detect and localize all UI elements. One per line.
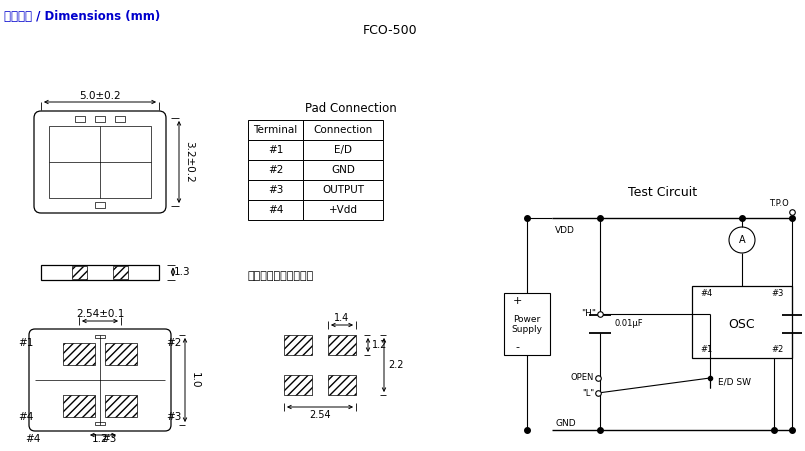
Bar <box>105 343 137 365</box>
Text: "L": "L" <box>582 388 594 397</box>
Text: #3: #3 <box>101 434 117 444</box>
Text: 1.2: 1.2 <box>372 340 387 350</box>
Bar <box>63 343 95 365</box>
Text: 1.3: 1.3 <box>174 267 190 277</box>
Text: Pad Connection: Pad Connection <box>305 102 397 115</box>
Text: 5.0±0.2: 5.0±0.2 <box>79 91 121 101</box>
Text: 0.01µF: 0.01µF <box>614 319 642 328</box>
Bar <box>95 335 105 338</box>
Text: #3: #3 <box>772 290 784 299</box>
Text: #4: #4 <box>25 434 41 444</box>
Text: #4: #4 <box>268 205 283 215</box>
Text: OUTPUT: OUTPUT <box>322 185 364 195</box>
Bar <box>248 200 303 220</box>
FancyBboxPatch shape <box>34 111 166 213</box>
Bar <box>75 116 85 122</box>
Text: #3: #3 <box>167 412 182 422</box>
Bar <box>49 126 151 198</box>
Text: #2: #2 <box>167 338 182 348</box>
Text: +: + <box>512 296 522 306</box>
Text: GND: GND <box>331 165 355 175</box>
Bar <box>41 264 159 280</box>
Text: 2.54: 2.54 <box>309 410 331 420</box>
Text: 1.4: 1.4 <box>334 313 349 323</box>
Bar <box>248 120 303 140</box>
Text: 2.2: 2.2 <box>388 360 403 370</box>
Bar <box>692 286 792 358</box>
Bar <box>72 266 87 279</box>
Text: OSC: OSC <box>729 318 755 331</box>
Bar <box>63 395 95 417</box>
Text: -: - <box>515 342 519 352</box>
Bar <box>303 180 383 200</box>
FancyBboxPatch shape <box>29 329 171 431</box>
Bar <box>105 395 137 417</box>
Bar <box>303 120 383 140</box>
Bar <box>328 375 356 395</box>
Text: T.P.O: T.P.O <box>770 198 789 207</box>
Text: A: A <box>739 235 745 245</box>
Text: #2: #2 <box>772 345 784 354</box>
Bar <box>113 266 128 279</box>
Text: #1: #1 <box>700 345 712 354</box>
Text: 1.2: 1.2 <box>92 434 109 444</box>
Text: #3: #3 <box>268 185 283 195</box>
Bar <box>303 200 383 220</box>
Bar <box>248 180 303 200</box>
Text: Supply: Supply <box>511 326 543 335</box>
Bar <box>95 422 105 425</box>
Text: 3.2±0.2: 3.2±0.2 <box>184 141 194 183</box>
Bar <box>303 160 383 180</box>
Text: +Vdd: +Vdd <box>328 205 357 215</box>
Text: Test Circuit: Test Circuit <box>629 187 698 199</box>
Text: OPEN: OPEN <box>571 373 594 382</box>
Text: 2.54±0.1: 2.54±0.1 <box>76 309 124 319</box>
Text: Connection: Connection <box>313 125 373 135</box>
Text: FCO-500: FCO-500 <box>363 23 417 37</box>
Text: GND: GND <box>555 419 576 428</box>
Bar <box>303 140 383 160</box>
Text: #4: #4 <box>700 290 712 299</box>
Text: 参考ランドパターン図: 参考ランドパターン図 <box>247 271 313 281</box>
Bar <box>248 160 303 180</box>
Text: #1: #1 <box>268 145 283 155</box>
Text: Terminal: Terminal <box>254 125 298 135</box>
Bar <box>284 335 312 355</box>
Text: #1: #1 <box>19 338 34 348</box>
Bar <box>284 375 312 395</box>
Bar <box>115 116 125 122</box>
Bar <box>504 293 550 355</box>
Text: E/D: E/D <box>334 145 352 155</box>
Text: "H": "H" <box>581 309 596 318</box>
Bar <box>95 116 105 122</box>
Text: #4: #4 <box>19 412 34 422</box>
Text: E/D SW: E/D SW <box>718 377 751 387</box>
Bar <box>328 335 356 355</box>
Text: Power: Power <box>514 314 541 323</box>
Text: 1.0: 1.0 <box>190 372 200 388</box>
Text: #2: #2 <box>268 165 283 175</box>
Bar <box>248 140 303 160</box>
Bar <box>95 202 105 208</box>
Text: 外形寸法 / Dimensions (mm): 外形寸法 / Dimensions (mm) <box>4 10 160 23</box>
Text: VDD: VDD <box>555 226 575 235</box>
